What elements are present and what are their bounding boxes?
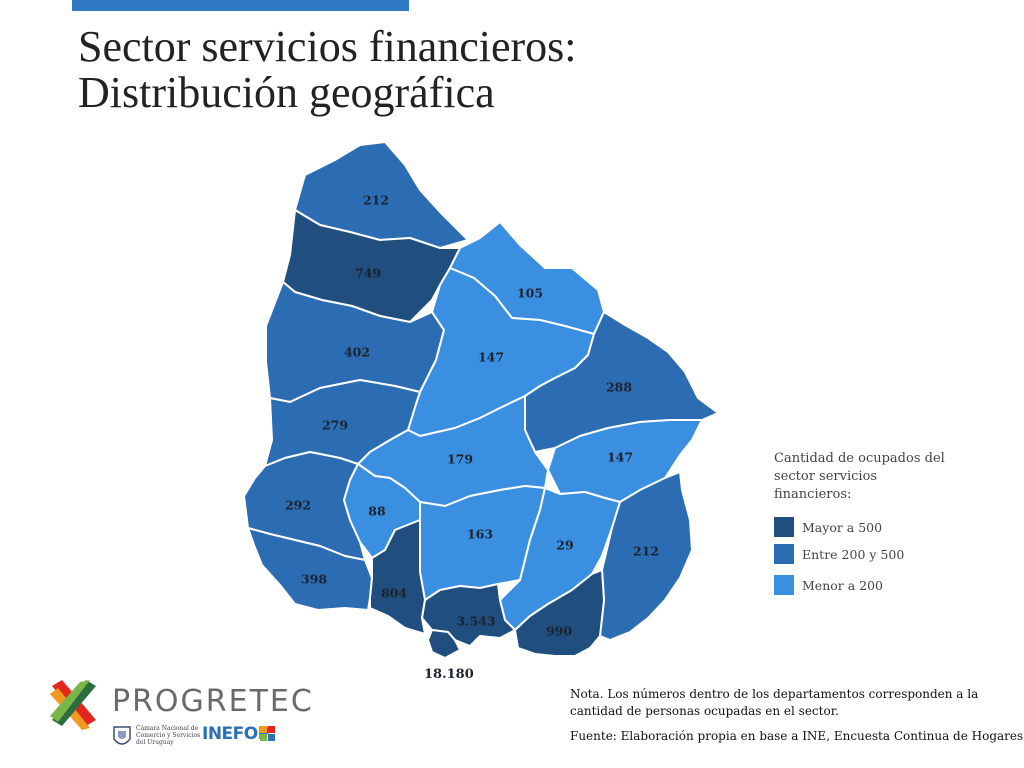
legend-label: Menor a 200 (802, 577, 884, 593)
department-value-label: 749 (355, 266, 381, 281)
legend-swatch (774, 544, 794, 564)
slide-title-line-1: Sector servicios financieros: (78, 22, 577, 71)
department-value-label: 212 (633, 544, 659, 559)
department-region (514, 569, 605, 657)
legend-item-low: Menor a 200 (774, 574, 883, 596)
department-region (243, 451, 366, 561)
legend-item-high: Mayor a 500 (774, 516, 882, 538)
camara-seal-icon (113, 726, 131, 745)
slide-title: Sector servicios financieros: Distribuci… (78, 24, 778, 116)
department-value-label: 288 (606, 380, 632, 395)
department-value-label: 279 (322, 418, 348, 433)
department-value-label: 147 (478, 350, 504, 365)
inefop-mark-icon (260, 726, 275, 741)
department-region (427, 629, 461, 659)
legend-swatch (774, 575, 794, 595)
department-value-label: 179 (447, 452, 473, 467)
capital-value-label: 18.180 (424, 667, 474, 682)
footnote: Nota. Los números dentro de los departam… (570, 687, 979, 718)
department-value-label: 105 (517, 286, 543, 301)
legend-title: Cantidad de ocupados del sector servicio… (774, 451, 945, 502)
slide-title-line-2: Distribución geográfica (78, 68, 495, 117)
map-legend: Cantidad de ocupados del sector servicio… (774, 450, 974, 595)
legend-label: Entre 200 y 500 (802, 546, 905, 562)
department-value-label: 29 (556, 538, 573, 553)
inefop-logo: INEFOP (202, 724, 282, 754)
department-value-label: 147 (607, 450, 633, 465)
camara-name: Cámara Nacional de Comercio y Servicios … (136, 725, 201, 746)
department-value-label: 402 (344, 345, 370, 360)
camara-logo: Cámara Nacional de Comercio y Servicios … (112, 723, 202, 755)
department-value-label: 88 (368, 504, 386, 519)
legend-swatch (774, 517, 794, 537)
source-note: Fuente: Elaboración propia en base a INE… (570, 729, 1024, 743)
department-value-label: 3.543 (456, 614, 495, 629)
department-value-label: 292 (285, 498, 311, 513)
legend-label: Mayor a 500 (802, 519, 883, 535)
progretec-logo: PROGRETEC (46, 676, 312, 736)
department-value-label: 163 (467, 527, 493, 542)
inefop-wordmark: INEFOP (202, 724, 270, 744)
department-value-label: 398 (301, 572, 327, 587)
progretec-wordmark: PROGRETEC (112, 684, 314, 719)
top-accent-bar (72, 0, 409, 11)
progretec-cross-icon (50, 680, 96, 730)
department-value-label: 212 (363, 193, 389, 208)
department-value-label: 990 (546, 624, 572, 639)
legend-item-mid: Entre 200 y 500 (774, 543, 904, 565)
department-value-label: 804 (381, 586, 407, 601)
